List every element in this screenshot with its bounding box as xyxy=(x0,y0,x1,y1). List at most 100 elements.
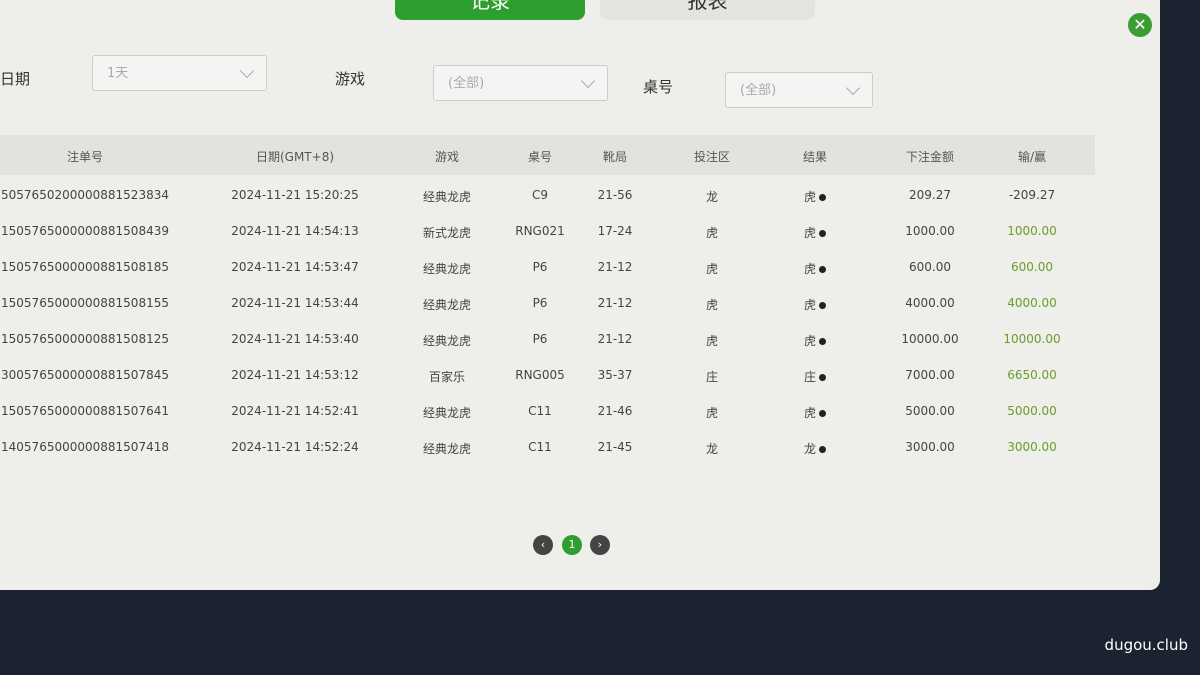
column-header: 游戏 xyxy=(434,150,460,164)
table-cell: P6 xyxy=(532,260,548,274)
result-icon xyxy=(819,266,827,273)
table-cell: 经典龙虎 xyxy=(422,298,472,312)
table-cell: 虎 xyxy=(705,406,719,420)
table-cell: 龙 xyxy=(705,442,719,456)
table-cell: 经典龙虎 xyxy=(422,442,472,456)
table-cell: 4000.00 xyxy=(905,296,955,310)
column-header: 下注金额 xyxy=(905,150,955,164)
table-cell: 虎 xyxy=(804,188,827,205)
table-cell: 虎 xyxy=(804,260,827,277)
table-cell: 6650.00 xyxy=(1007,368,1057,382)
table-header: 注单号 日期(GMT+8) 游戏 桌号 靴局 投注区 结果 下注金额 输/赢 xyxy=(0,135,1095,175)
filter-label: 游戏 xyxy=(335,70,366,88)
table-cell: 21-56 xyxy=(597,188,633,202)
table-cell: 虎 xyxy=(705,262,719,276)
table-cell: 2024-11-21 14:52:24 xyxy=(231,440,359,454)
table-cell: 虎 xyxy=(804,404,827,421)
table-cell: 3000.00 xyxy=(1007,440,1057,454)
column-header: 投注区 xyxy=(693,150,731,164)
table-cell: 2024-11-21 14:53:12 xyxy=(231,368,359,382)
table-cell: 10000.00 xyxy=(1003,332,1061,346)
result-icon xyxy=(819,446,827,453)
table-cell: 经典龙虎 xyxy=(422,190,472,204)
table-cell: 7000.00 xyxy=(905,368,955,382)
close-button[interactable]: ✕ xyxy=(1128,13,1152,37)
tab-records[interactable]: 记录 xyxy=(395,0,585,20)
table-cell: 2024-11-21 14:53:47 xyxy=(231,260,359,274)
table-cell: 经典龙虎 xyxy=(422,406,472,420)
table-cell: 1505765000000881508125 xyxy=(1,332,169,346)
table-cell: C11 xyxy=(528,440,552,454)
filter-select[interactable]: 1天 xyxy=(92,55,267,91)
filter-select[interactable]: (全部) xyxy=(725,72,873,108)
column-header: 日期(GMT+8) xyxy=(255,150,335,164)
table-cell: 庄 xyxy=(705,370,719,384)
filter-label: 桌号 xyxy=(643,78,674,96)
table-cell: 209.27 xyxy=(909,188,951,202)
table-cell: 百家乐 xyxy=(428,370,466,384)
table-cell: 10000.00 xyxy=(901,332,959,346)
result-icon xyxy=(819,374,827,381)
table-cell: 虎 xyxy=(804,332,827,349)
table-cell: RNG021 xyxy=(515,224,565,238)
table-cell: 1505765000000881508185 xyxy=(1,260,169,274)
table-cell: 21-46 xyxy=(597,404,633,418)
table-cell: 虎 xyxy=(804,296,827,313)
table-cell: 2024-11-21 14:52:41 xyxy=(231,404,359,418)
table-cell: 17-24 xyxy=(597,224,633,238)
table-cell: 庄 xyxy=(804,368,827,385)
table-cell: 5000.00 xyxy=(905,404,955,418)
table-cell: RNG005 xyxy=(515,368,565,382)
table-cell: 经典龙虎 xyxy=(422,262,472,276)
result-icon xyxy=(819,410,827,417)
table-cell: 1505765000000881508155 xyxy=(1,296,169,310)
table-cell: 35-37 xyxy=(597,368,633,382)
table-cell: 2024-11-21 14:53:40 xyxy=(231,332,359,346)
table-cell: 21-12 xyxy=(597,260,633,274)
prev-page[interactable]: ‹ xyxy=(533,535,553,555)
filter-select[interactable]: (全部) xyxy=(433,65,608,101)
table-cell: C11 xyxy=(528,404,552,418)
table-cell: C9 xyxy=(531,188,549,202)
table-cell: 21-12 xyxy=(597,332,633,346)
table-cell: 4000.00 xyxy=(1007,296,1057,310)
table-cell: -209.27 xyxy=(1008,188,1056,202)
column-header: 桌号 xyxy=(527,150,553,164)
table-cell: 经典龙虎 xyxy=(422,334,472,348)
table-cell: 虎 xyxy=(705,226,719,240)
table-cell: 新式龙虎 xyxy=(422,226,472,240)
tab-report[interactable]: 报表 xyxy=(600,0,815,20)
table-cell: 龙 xyxy=(705,190,719,204)
table-cell: 2024-11-21 14:53:44 xyxy=(231,296,359,310)
table-cell: 2024-11-21 15:20:25 xyxy=(231,188,359,202)
table-cell: 1505765000000881508439 xyxy=(1,224,169,238)
table-cell: 1000.00 xyxy=(1007,224,1057,238)
table-cell: 虎 xyxy=(705,298,719,312)
table-cell: 龙 xyxy=(804,440,827,457)
table-cell: 5057650200000881523834 xyxy=(1,188,169,202)
page-number[interactable]: 1 xyxy=(562,535,582,555)
table-cell: 5000.00 xyxy=(1007,404,1057,418)
result-icon xyxy=(819,302,827,309)
column-header: 靴局 xyxy=(602,150,628,164)
result-icon xyxy=(819,194,827,201)
table-cell: 虎 xyxy=(705,334,719,348)
column-header: 输/赢 xyxy=(1017,150,1047,164)
table-cell: 21-45 xyxy=(597,440,633,454)
table-cell: 600.00 xyxy=(1011,260,1053,274)
table-cell: P6 xyxy=(532,296,548,310)
table-cell: 1000.00 xyxy=(905,224,955,238)
record-panel: 记录 报表 ✕ 日期 1天 游戏 (全部) 桌号 (全部) 注单号 日期(GMT+… xyxy=(0,0,1160,590)
table-cell: 3000.00 xyxy=(905,440,955,454)
table-cell: 600.00 xyxy=(909,260,951,274)
filter-label: 日期 xyxy=(0,70,31,88)
column-header: 注单号 xyxy=(66,150,104,164)
column-header: 结果 xyxy=(802,150,828,164)
result-icon xyxy=(819,230,827,237)
table-cell: 虎 xyxy=(804,224,827,241)
table-cell: P6 xyxy=(532,332,548,346)
watermark: dugou.club xyxy=(1104,636,1188,654)
next-page[interactable]: › xyxy=(590,535,610,555)
result-icon xyxy=(819,338,827,345)
